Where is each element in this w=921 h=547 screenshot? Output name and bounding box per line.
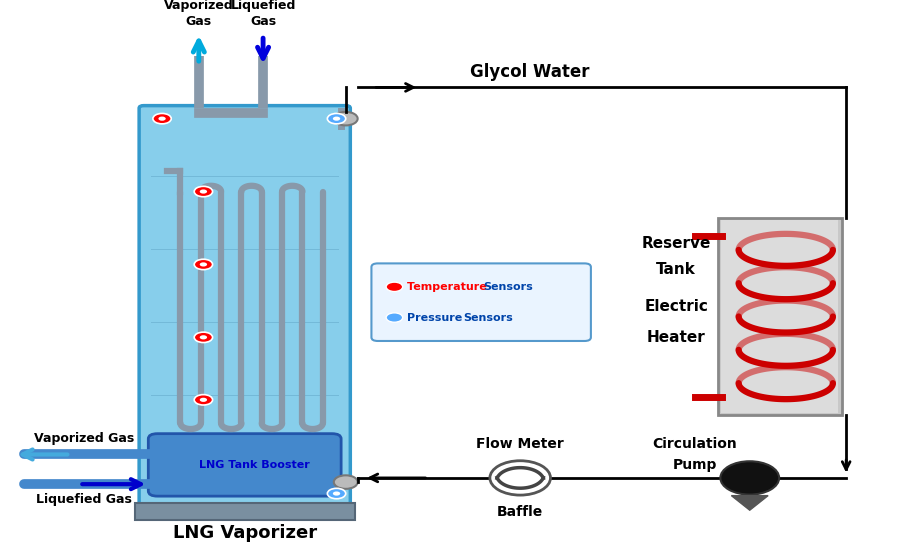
Text: Heater: Heater [647,330,705,345]
Text: Vaporized Gas: Vaporized Gas [34,432,134,445]
Circle shape [333,475,357,489]
Circle shape [200,335,207,340]
Circle shape [386,313,402,322]
FancyBboxPatch shape [717,218,842,415]
Circle shape [194,259,213,270]
Circle shape [200,263,207,266]
Text: Tank: Tank [657,262,696,277]
Circle shape [194,394,213,405]
Circle shape [200,189,207,194]
FancyBboxPatch shape [721,220,838,414]
Text: Sensors: Sensors [484,282,533,292]
Text: Gas: Gas [250,15,276,27]
Circle shape [200,398,207,402]
Circle shape [386,282,402,292]
Text: Reserve: Reserve [642,236,711,251]
Text: Vaporized: Vaporized [164,0,234,12]
Text: Pump: Pump [672,458,717,472]
Circle shape [327,488,345,499]
Circle shape [153,113,171,124]
FancyBboxPatch shape [134,503,355,520]
Circle shape [194,187,213,197]
Circle shape [332,117,340,121]
Circle shape [327,113,345,124]
Text: Pressure: Pressure [407,312,466,323]
FancyBboxPatch shape [139,106,350,507]
Polygon shape [731,496,768,510]
Circle shape [194,332,213,342]
Circle shape [158,117,166,121]
Text: Flow Meter: Flow Meter [476,437,564,451]
Text: Temperature: Temperature [407,282,491,292]
Text: Liquefied: Liquefied [230,0,296,12]
Circle shape [490,461,551,495]
Text: Baffle: Baffle [497,505,543,519]
Text: Sensors: Sensors [463,312,513,323]
Text: LNG Vaporizer: LNG Vaporizer [172,523,317,542]
Text: Circulation: Circulation [652,437,737,451]
FancyBboxPatch shape [371,264,591,341]
Text: Electric: Electric [645,299,708,313]
Text: LNG Tank Booster: LNG Tank Booster [199,460,309,470]
Circle shape [332,491,340,496]
Circle shape [333,112,357,125]
Text: Gas: Gas [186,15,212,27]
Circle shape [720,461,779,494]
FancyBboxPatch shape [148,434,341,496]
Text: Liquefied Gas: Liquefied Gas [36,493,132,507]
Text: Glycol Water: Glycol Water [470,63,589,81]
